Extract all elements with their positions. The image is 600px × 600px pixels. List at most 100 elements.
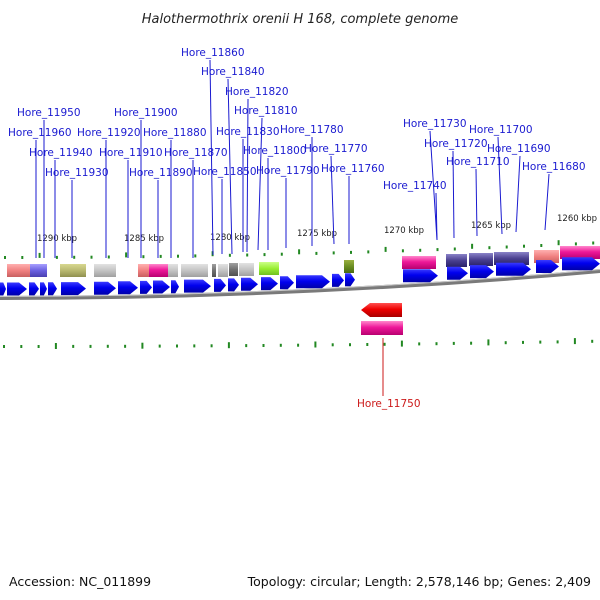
leader-line bbox=[227, 78, 233, 255]
feature-box[interactable] bbox=[218, 264, 228, 277]
cds-arrow-forward[interactable] bbox=[447, 266, 468, 280]
gene-label[interactable]: Hore_11690 bbox=[487, 143, 551, 155]
gene-label[interactable]: Hore_11700 bbox=[469, 124, 533, 136]
feature-box[interactable] bbox=[212, 264, 216, 277]
accession-text: Accession: NC_011899 bbox=[9, 574, 151, 589]
cds-arrow-reverse[interactable] bbox=[361, 303, 402, 317]
feature-box[interactable] bbox=[181, 264, 208, 277]
ruler-tick bbox=[573, 338, 576, 345]
cds-arrow-forward[interactable] bbox=[140, 280, 152, 294]
cds-arrow-forward[interactable] bbox=[536, 260, 559, 273]
ruler-tick bbox=[366, 343, 369, 346]
gene-label[interactable]: Hore_11870 bbox=[164, 147, 228, 159]
cds-arrow-forward[interactable] bbox=[48, 282, 57, 296]
leader-lines bbox=[35, 59, 550, 396]
ruler-tick bbox=[504, 341, 507, 345]
gene-label[interactable]: Hore_11800 bbox=[243, 145, 307, 157]
gene-label[interactable]: Hore_11740 bbox=[383, 180, 447, 192]
gene-label[interactable]: Hore_11920 bbox=[77, 127, 141, 139]
gene-label[interactable]: Hore_11910 bbox=[99, 147, 163, 159]
ruler-tick bbox=[453, 247, 456, 251]
gene-label[interactable]: Hore_11850 bbox=[193, 166, 257, 178]
feature-box[interactable] bbox=[534, 250, 559, 263]
gene-label[interactable]: Hore_11860 bbox=[181, 47, 245, 59]
cds-arrow-forward[interactable] bbox=[61, 282, 86, 296]
gene-label[interactable]: Hore_11780 bbox=[280, 124, 344, 136]
gene-label[interactable]: Hore_11770 bbox=[304, 143, 368, 155]
cds-arrow-forward[interactable] bbox=[7, 282, 27, 296]
cds-arrow-forward[interactable] bbox=[261, 277, 278, 291]
cds-arrow-forward[interactable] bbox=[153, 280, 170, 294]
cds-arrow-forward[interactable] bbox=[118, 281, 138, 295]
ruler-tick bbox=[540, 244, 543, 247]
leader-line bbox=[475, 168, 478, 237]
feature-box[interactable] bbox=[239, 263, 254, 276]
cds-arrow-forward[interactable] bbox=[345, 273, 355, 287]
kbp-label: 1275 kbp bbox=[297, 229, 337, 239]
ruler-tick bbox=[210, 344, 213, 348]
cds-arrow-forward[interactable] bbox=[280, 276, 294, 290]
cds-arrow-forward[interactable] bbox=[403, 269, 438, 283]
ruler-tick bbox=[21, 256, 24, 259]
ruler-tick bbox=[280, 252, 283, 256]
gene-label[interactable]: Hore_11840 bbox=[201, 66, 265, 78]
feature-box[interactable] bbox=[138, 264, 149, 277]
gene-label[interactable]: Hore_11720 bbox=[424, 138, 488, 150]
cds-arrow-forward[interactable] bbox=[228, 278, 239, 292]
gene-label-reverse[interactable]: Hore_11750 bbox=[357, 398, 421, 410]
gene-label[interactable]: Hore_11710 bbox=[446, 156, 510, 168]
feature-box[interactable] bbox=[168, 264, 178, 277]
cds-arrow-forward[interactable] bbox=[94, 281, 116, 295]
gene-label[interactable]: Hore_11960 bbox=[8, 127, 72, 139]
feature-box[interactable] bbox=[259, 262, 279, 275]
gene-label[interactable]: Hore_11810 bbox=[234, 105, 298, 117]
feature-box[interactable] bbox=[446, 254, 467, 267]
gene-label[interactable]: Hore_11940 bbox=[29, 147, 93, 159]
feature-box[interactable] bbox=[149, 264, 168, 277]
ruler-tick bbox=[523, 244, 525, 248]
feature-box[interactable] bbox=[560, 246, 600, 259]
gene-label[interactable]: Hore_11730 bbox=[403, 118, 467, 130]
ruler-tick bbox=[158, 344, 161, 348]
ruler-tick bbox=[3, 345, 5, 348]
cds-arrow-forward[interactable] bbox=[241, 277, 258, 291]
gene-label[interactable]: Hore_11880 bbox=[143, 127, 207, 139]
feature-box[interactable] bbox=[494, 252, 529, 265]
gene-label[interactable]: Hore_11820 bbox=[225, 86, 289, 98]
gene-label[interactable]: Hore_11900 bbox=[114, 107, 178, 119]
cds-arrow-forward[interactable] bbox=[184, 279, 211, 293]
feature-box[interactable] bbox=[60, 264, 86, 277]
cds-arrow-forward[interactable] bbox=[332, 273, 344, 287]
cds-arrow-forward[interactable] bbox=[470, 265, 494, 279]
ruler-tick bbox=[38, 252, 41, 258]
feature-box[interactable] bbox=[402, 256, 436, 269]
gene-label[interactable]: Hore_11790 bbox=[256, 165, 320, 177]
feature-box[interactable] bbox=[361, 321, 403, 335]
feature-box[interactable] bbox=[30, 264, 47, 277]
feature-box[interactable] bbox=[469, 253, 493, 266]
gene-label[interactable]: Hore_11830 bbox=[216, 126, 280, 138]
gene-label[interactable]: Hore_11930 bbox=[45, 167, 109, 179]
ruler-tick bbox=[315, 251, 318, 255]
cds-arrow-forward[interactable] bbox=[496, 262, 531, 276]
gene-label[interactable]: Hore_11950 bbox=[17, 107, 81, 119]
cds-arrow-forward[interactable] bbox=[40, 282, 47, 296]
feature-box[interactable] bbox=[7, 264, 30, 277]
cds-arrow-forward[interactable] bbox=[562, 257, 600, 271]
cds-arrow-forward[interactable] bbox=[0, 282, 6, 296]
feature-box[interactable] bbox=[94, 264, 116, 277]
gene-label[interactable]: Hore_11680 bbox=[522, 161, 586, 173]
gene-label[interactable]: Hore_11890 bbox=[129, 167, 193, 179]
ruler-tick bbox=[227, 342, 230, 349]
feature-box[interactable] bbox=[229, 263, 238, 276]
feature-track bbox=[7, 246, 600, 277]
cds-arrow-forward[interactable] bbox=[29, 282, 39, 296]
gene-label[interactable]: Hore_11760 bbox=[321, 163, 385, 175]
ruler-tick bbox=[73, 255, 76, 259]
ruler-tick bbox=[557, 240, 560, 246]
cds-arrow-forward[interactable] bbox=[296, 275, 330, 289]
cds-arrow-forward[interactable] bbox=[171, 280, 179, 294]
ruler-tick bbox=[107, 255, 110, 259]
feature-box[interactable] bbox=[344, 260, 354, 273]
cds-arrow-forward[interactable] bbox=[214, 278, 226, 292]
